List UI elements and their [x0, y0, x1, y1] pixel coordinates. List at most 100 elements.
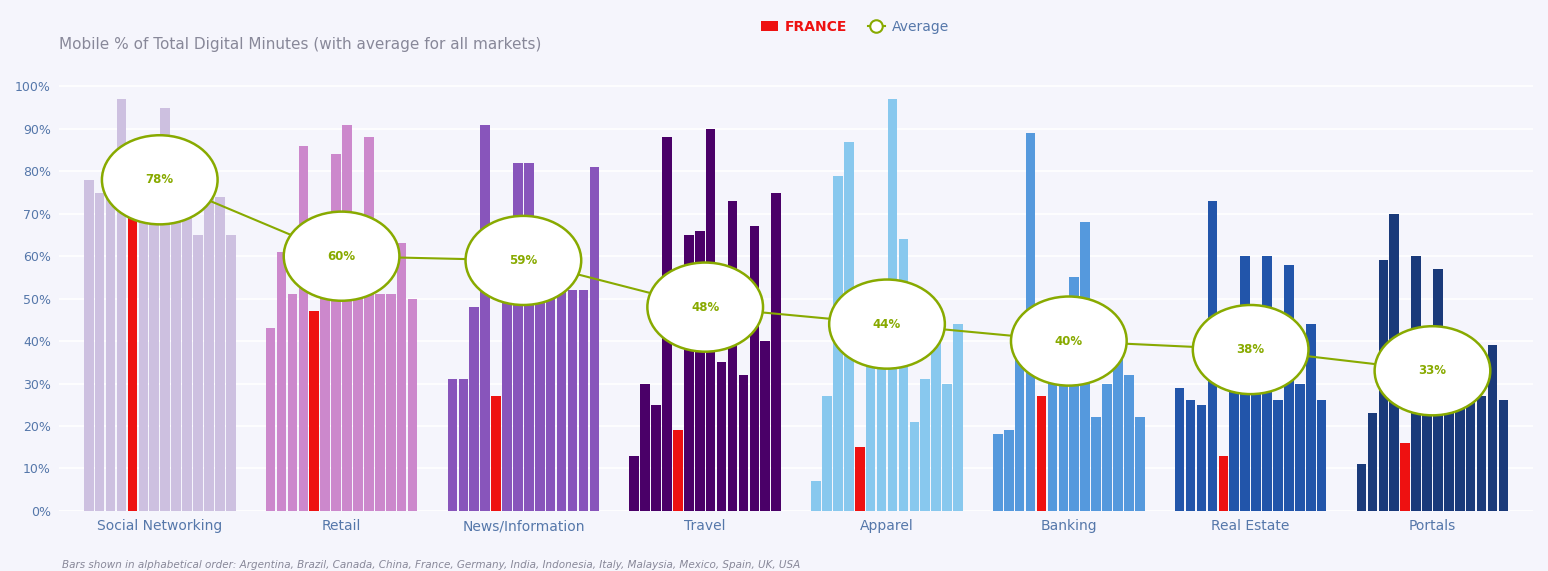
- Bar: [1367, 413, 1378, 511]
- Bar: [1070, 278, 1079, 511]
- Bar: [277, 252, 286, 511]
- Bar: [1005, 430, 1014, 511]
- Bar: [1240, 256, 1249, 511]
- Ellipse shape: [1194, 305, 1308, 394]
- Bar: [1037, 396, 1046, 511]
- Ellipse shape: [1375, 326, 1491, 415]
- Text: Bars shown in alphabetical order: Argentina, Brazil, Canada, China, France, Germ: Bars shown in alphabetical order: Argent…: [62, 560, 800, 570]
- Bar: [728, 201, 737, 511]
- Bar: [1091, 417, 1101, 511]
- Bar: [331, 154, 341, 511]
- Bar: [385, 295, 396, 511]
- Bar: [536, 303, 545, 511]
- Ellipse shape: [466, 216, 580, 305]
- Text: Mobile % of Total Digital Minutes (with average for all markets): Mobile % of Total Digital Minutes (with …: [59, 37, 542, 51]
- Bar: [396, 243, 407, 511]
- Bar: [1444, 392, 1454, 511]
- Bar: [663, 138, 672, 511]
- Bar: [320, 243, 330, 511]
- Ellipse shape: [647, 263, 763, 352]
- Bar: [480, 124, 491, 511]
- Text: 33%: 33%: [1418, 364, 1446, 377]
- Ellipse shape: [1011, 296, 1127, 385]
- Bar: [1059, 337, 1068, 511]
- Bar: [1477, 396, 1486, 511]
- Bar: [342, 124, 351, 511]
- Bar: [1317, 400, 1327, 511]
- Bar: [194, 235, 203, 511]
- Bar: [1283, 265, 1294, 511]
- Bar: [1262, 256, 1272, 511]
- Bar: [226, 235, 235, 511]
- Bar: [105, 192, 116, 511]
- Bar: [822, 396, 831, 511]
- Bar: [1135, 417, 1144, 511]
- Bar: [590, 167, 599, 511]
- Bar: [811, 481, 820, 511]
- Bar: [458, 379, 467, 511]
- Bar: [1175, 388, 1184, 511]
- Bar: [557, 248, 567, 511]
- Bar: [579, 290, 588, 511]
- Bar: [1423, 396, 1432, 511]
- Bar: [706, 129, 715, 511]
- Bar: [1296, 384, 1305, 511]
- Bar: [1218, 456, 1228, 511]
- Bar: [1081, 222, 1090, 511]
- Bar: [1026, 133, 1036, 511]
- Bar: [1401, 443, 1410, 511]
- Bar: [525, 163, 534, 511]
- Bar: [1307, 324, 1316, 511]
- Bar: [1113, 337, 1122, 511]
- Bar: [116, 99, 127, 511]
- Bar: [652, 405, 661, 511]
- Bar: [469, 307, 478, 511]
- Bar: [183, 192, 192, 511]
- Bar: [1433, 269, 1443, 511]
- Bar: [1356, 464, 1367, 511]
- Bar: [84, 180, 93, 511]
- Bar: [546, 243, 556, 511]
- Bar: [1455, 409, 1464, 511]
- Ellipse shape: [830, 280, 944, 369]
- Bar: [684, 235, 694, 511]
- Text: 38%: 38%: [1237, 343, 1265, 356]
- Bar: [738, 375, 748, 511]
- Bar: [954, 324, 963, 511]
- Bar: [898, 239, 909, 511]
- Bar: [771, 192, 782, 511]
- Bar: [910, 422, 920, 511]
- Text: 60%: 60%: [328, 250, 356, 263]
- Bar: [1390, 214, 1399, 511]
- Bar: [288, 295, 297, 511]
- Bar: [161, 108, 170, 511]
- Bar: [150, 188, 159, 511]
- Bar: [1102, 384, 1111, 511]
- Bar: [1466, 388, 1475, 511]
- Ellipse shape: [102, 135, 218, 224]
- Bar: [717, 362, 726, 511]
- Bar: [630, 456, 639, 511]
- Bar: [447, 379, 457, 511]
- Bar: [1197, 405, 1206, 511]
- Bar: [310, 311, 319, 511]
- Bar: [375, 295, 384, 511]
- Bar: [491, 396, 502, 511]
- Bar: [1251, 328, 1262, 511]
- Text: 44%: 44%: [873, 317, 901, 331]
- Bar: [1229, 324, 1238, 511]
- Bar: [1015, 328, 1025, 511]
- Bar: [1207, 201, 1217, 511]
- Bar: [992, 435, 1003, 511]
- Bar: [695, 231, 704, 511]
- Bar: [1379, 260, 1389, 511]
- Bar: [364, 138, 373, 511]
- Bar: [943, 384, 952, 511]
- Bar: [865, 324, 876, 511]
- Bar: [407, 299, 418, 511]
- Text: 40%: 40%: [1054, 335, 1084, 348]
- Bar: [844, 142, 853, 511]
- Bar: [127, 210, 138, 511]
- Bar: [876, 320, 887, 511]
- Ellipse shape: [283, 212, 399, 301]
